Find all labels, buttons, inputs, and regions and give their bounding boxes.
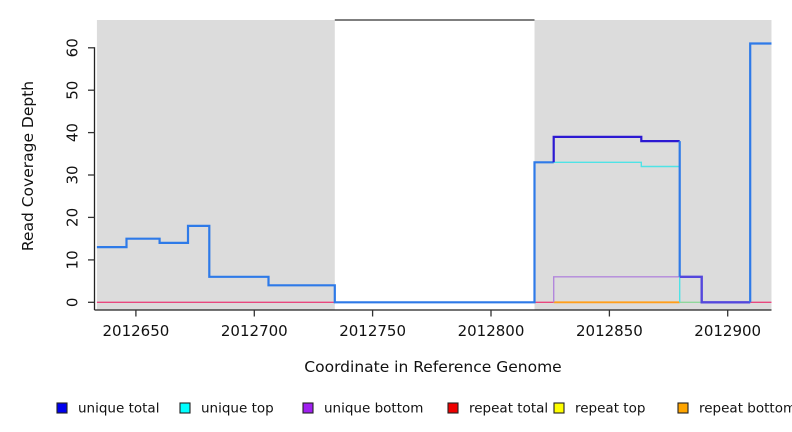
- x-axis-tick-label: 2012650: [102, 322, 169, 340]
- x-axis-tick-label: 2012750: [339, 322, 406, 340]
- y-axis-tick-label: 30: [64, 165, 82, 184]
- y-axis-title: Read Coverage Depth: [19, 81, 37, 251]
- x-axis-tick-label: 2012800: [458, 322, 525, 340]
- series-lines: [96, 42, 772, 304]
- x-axis-tick-label: 2012900: [694, 322, 761, 340]
- x-axis-tick-label: 2012700: [221, 322, 288, 340]
- y-axis-tick-label: 20: [64, 208, 82, 227]
- legend-label-repeat-top: repeat top: [575, 401, 645, 417]
- series-segment-unique-total-left: [96, 161, 554, 304]
- legend-swatch-unique-top: [179, 402, 191, 414]
- legend-label-unique-top: unique top: [201, 401, 274, 417]
- legend-label-repeat-bottom: repeat bottom: [699, 401, 792, 417]
- x-axis-title: Coordinate in Reference Genome: [304, 358, 561, 376]
- legend-swatch-repeat-top: [553, 402, 565, 414]
- legend-swatch-repeat-bottom: [677, 402, 689, 414]
- y-axis-tick-label: 10: [64, 250, 82, 269]
- y-axis-tick-label: 60: [64, 38, 82, 57]
- series-segment-unique-total-peak: [552, 135, 680, 163]
- series-segment-unique-bottom-step: [553, 276, 680, 303]
- shaded-region: [534, 20, 772, 310]
- shaded-region: [96, 20, 335, 310]
- legend-swatch-unique-bottom: [302, 402, 314, 414]
- legend-swatch-unique-total: [56, 402, 68, 414]
- series-segment-unique-total-spike: [749, 42, 772, 303]
- y-axis-tick-label: 0: [64, 298, 82, 308]
- y-axis-tick-label: 50: [64, 81, 82, 100]
- legend-label-repeat-total: repeat total: [469, 401, 548, 417]
- legend: unique total unique top unique bottom repea…: [56, 401, 792, 417]
- legend-label-unique-bottom: unique bottom: [324, 401, 423, 417]
- series-segment-unique-total-tail: [679, 275, 751, 304]
- axes: 2012650 2012700 2012750 2012800 2012850 20129…: [64, 38, 772, 340]
- legend-label-unique-total: unique total: [78, 401, 159, 417]
- y-axis-tick-label: 40: [64, 123, 82, 142]
- plot-background: [96, 19, 772, 310]
- legend-swatch-repeat-total: [447, 402, 459, 414]
- x-axis-tick-label: 2012850: [576, 322, 643, 340]
